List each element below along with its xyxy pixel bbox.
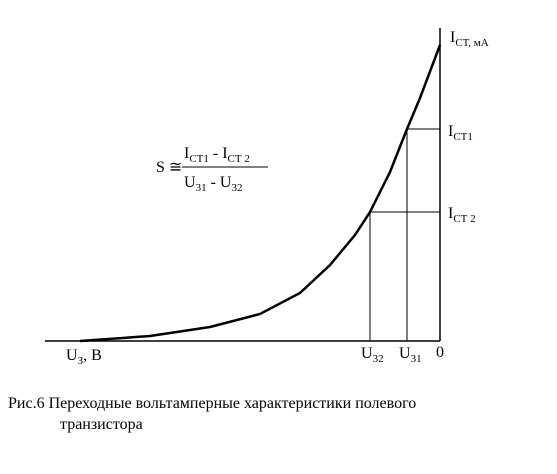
subscript: 32	[373, 353, 384, 365]
subscript: СТ, мА	[455, 37, 488, 49]
subscript: 31	[411, 353, 422, 365]
subscript: З	[78, 355, 84, 367]
transfer-curve	[79, 44, 442, 343]
operator: -	[209, 145, 222, 162]
x-axis-label: UЗ, В	[66, 347, 102, 367]
symbol: I	[448, 123, 453, 140]
symbol: I	[448, 205, 453, 222]
symbol: I	[184, 145, 189, 162]
x-mark-label: U32	[361, 345, 384, 365]
symbol: I	[222, 145, 227, 162]
formula-lhs: S ≅	[156, 159, 182, 176]
symbol: U	[220, 174, 232, 191]
subscript: 32	[231, 182, 242, 194]
guide-line	[369, 211, 440, 341]
formula-denominator: U31 - U32	[184, 174, 242, 194]
operator: -	[207, 174, 220, 191]
y-mark-label: IСТ1	[448, 123, 473, 143]
symbol: U	[361, 345, 373, 362]
origin-label: 0	[436, 344, 444, 361]
unit: , В	[83, 347, 102, 364]
y-mark-label: IСТ 2	[448, 205, 476, 225]
caption: транзистора	[60, 416, 143, 433]
y-axis-label: IСТ, мА	[450, 29, 489, 49]
caption: Рис.6 Переходные вольтамперные характери…	[8, 395, 416, 412]
subscript: 31	[196, 182, 207, 194]
formula-numerator: IСТ1 - IСТ 2	[184, 145, 250, 165]
subscript: СТ 2	[453, 213, 475, 225]
subscript: СТ1	[189, 153, 209, 165]
subscript: СТ 2	[228, 153, 250, 165]
guide-line	[406, 128, 440, 341]
symbol: U	[184, 174, 196, 191]
symbol: U	[399, 345, 411, 362]
subscript: СТ1	[453, 131, 473, 143]
x-mark-label: U31	[399, 345, 422, 365]
symbol: I	[450, 29, 455, 46]
symbol: U	[66, 347, 78, 364]
